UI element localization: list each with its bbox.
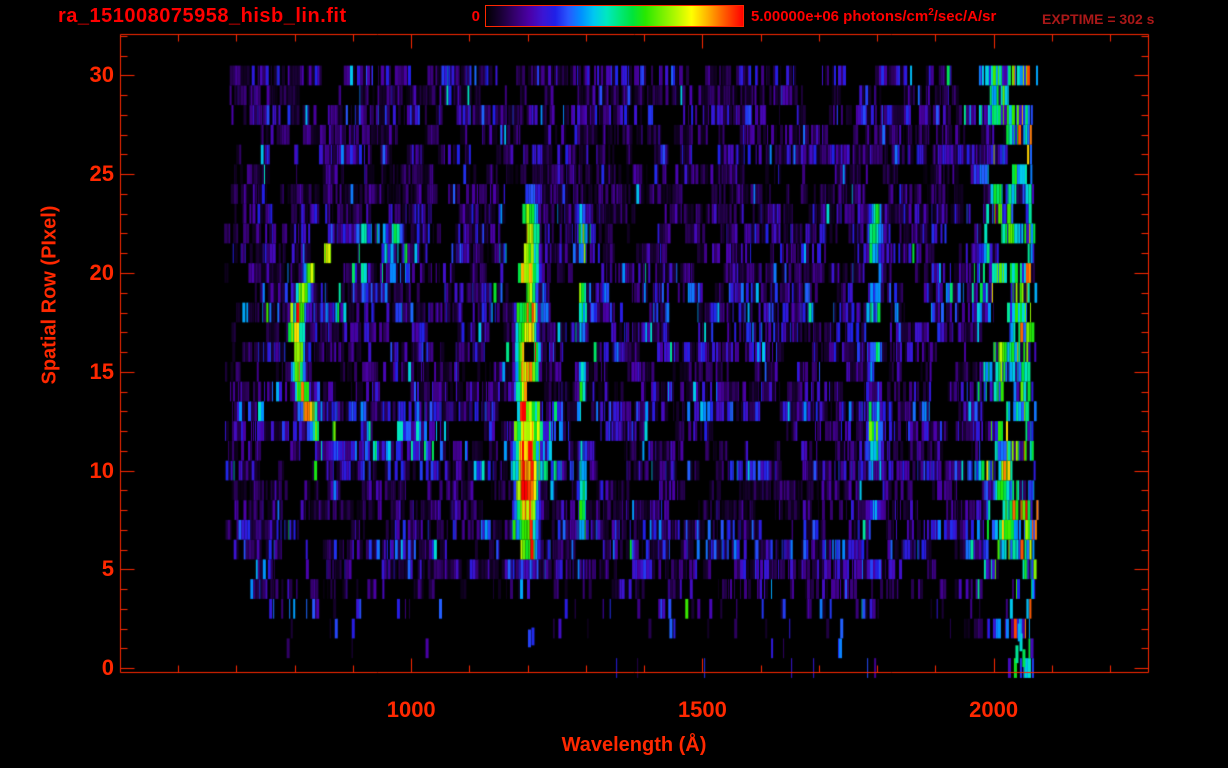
y-tick-label: 20 [89,260,114,285]
y-tick-label: 25 [89,161,114,187]
exptime-label: EXPTIME = 302 s [1042,11,1155,27]
colorbar [485,5,744,27]
y-tick-label: 30 [89,62,114,88]
y-tick-label: 0 [101,655,114,681]
x-tick-label: 2000 [969,697,1019,722]
colorbar-min-label: 0 [471,8,480,25]
y-tick-label: 10 [89,457,114,483]
x-axis-title: Wavelength (Å) [561,734,707,756]
y-tick-label: 5 [101,556,114,582]
colorbar-max-label-prefix: 5.00000e+06 photons/cm [751,8,929,25]
x-tick-label: 1500 [677,697,727,722]
file-title: ra_151008075958_hisb_lin.fit [58,5,347,27]
y-axis-title: Spatial Row (PIxel) [38,205,61,385]
y-tick-label: 15 [89,358,114,384]
x-tick-label: 1000 [386,697,436,722]
colorbar-max-label-exponent: 2 [928,7,934,18]
colorbar-max-label-suffix: /sec/A/sr [933,8,997,25]
colorbar-max-label: 5.00000e+06 photons/cm2/sec/A/sr [751,7,996,25]
